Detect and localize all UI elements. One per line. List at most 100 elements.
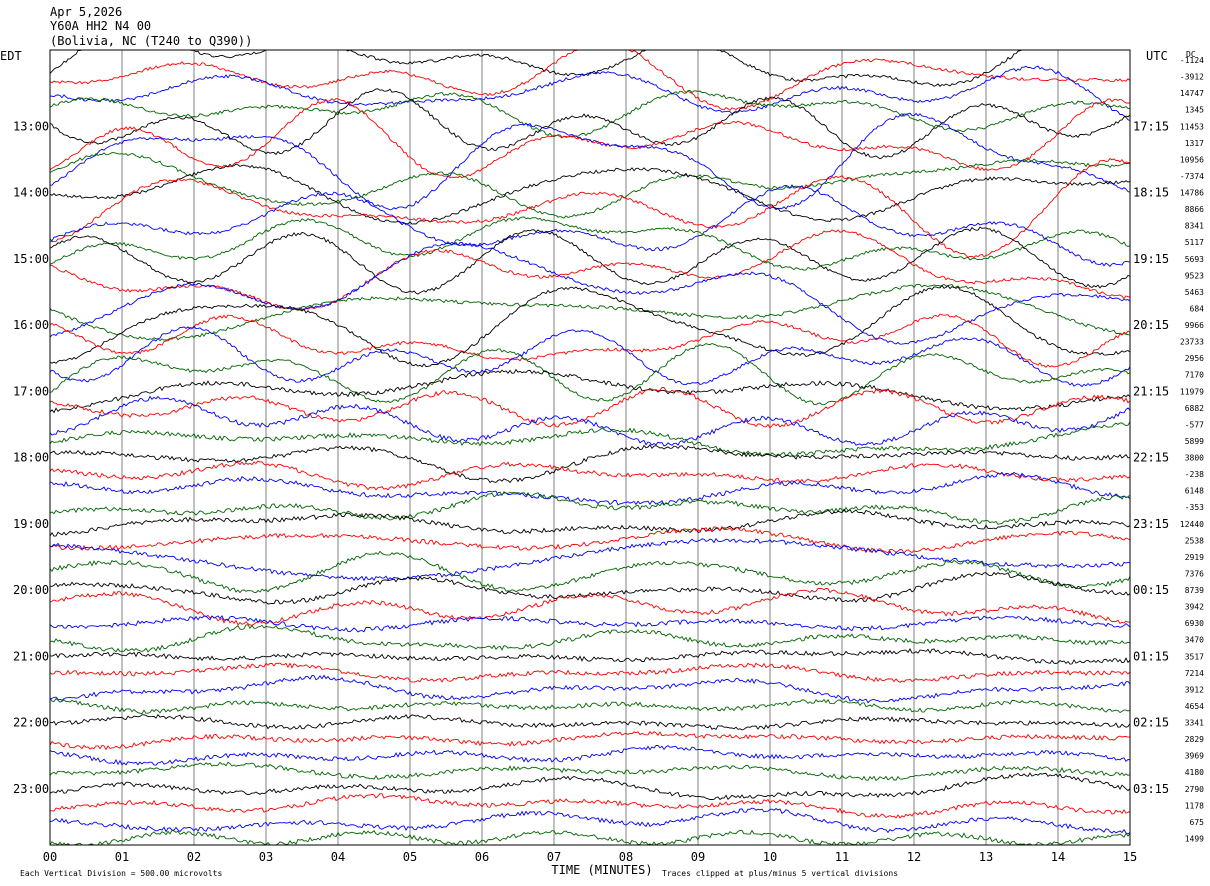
dc-offset-value: 8866 — [1185, 205, 1204, 214]
trace-line — [49, 152, 1131, 219]
trace-line — [49, 283, 1131, 342]
left-hour-labels: 13:00 14:00 15:00 16:00 17:00 18:00 19:00 20:00… — [13, 119, 49, 796]
trace-line — [49, 648, 1131, 665]
trace-line — [49, 744, 1131, 766]
edt-hour-label: 14:00 — [13, 186, 49, 200]
edt-hour-label: 22:00 — [13, 716, 49, 730]
trace-line — [49, 313, 1131, 369]
dc-offset-value: 5463 — [1185, 288, 1204, 297]
dc-offset-value: 9966 — [1185, 321, 1204, 330]
utc-hour-label: 20:15 — [1133, 318, 1169, 332]
trace-line — [49, 216, 1131, 271]
utc-hour-label: 21:15 — [1133, 384, 1169, 398]
dc-offset-value: 9523 — [1185, 271, 1204, 280]
trace-line — [49, 49, 1131, 111]
dc-offset-value: 3969 — [1185, 752, 1204, 761]
header-location: (Bolivia, NC (T240 to Q390)) — [50, 34, 252, 48]
dc-offset-value: 8341 — [1185, 222, 1204, 231]
utc-hour-label: 23:15 — [1133, 517, 1169, 531]
edt-hour-label: 19:00 — [13, 517, 49, 531]
x-tick-label: 13 — [979, 850, 993, 864]
footer-scale-note: Each Vertical Division = 500.00 microvol… — [20, 869, 222, 878]
trace-line — [49, 793, 1131, 819]
trace-line — [49, 587, 1131, 626]
trace-line — [50, 807, 1131, 835]
dc-offset-value: 2956 — [1185, 354, 1204, 363]
dc-offset-value: 3341 — [1185, 719, 1204, 728]
trace-line — [49, 88, 1131, 160]
trace-line — [49, 49, 1130, 87]
x-tick-label: 15 — [1123, 850, 1137, 864]
utc-hour-label: 01:15 — [1133, 649, 1169, 663]
dc-offset-value: -7374 — [1180, 172, 1204, 181]
x-tick-label: 00 — [43, 850, 57, 864]
dc-offset-value: 1178 — [1185, 801, 1204, 810]
trace-line — [49, 97, 1130, 179]
dc-offset-value: 5693 — [1185, 255, 1204, 264]
left-axis-label: EDT — [0, 49, 22, 63]
x-tick-label: 04 — [331, 850, 345, 864]
x-axis-title: TIME (MINUTES) — [551, 863, 652, 877]
x-tick-label: 03 — [259, 850, 273, 864]
dc-offset-value: 4654 — [1185, 702, 1204, 711]
dc-offset-value: 6148 — [1185, 487, 1204, 496]
x-tick-label: 10 — [763, 850, 777, 864]
dc-offset-value: 7170 — [1185, 371, 1204, 380]
dc-offset-value: 1499 — [1185, 834, 1204, 843]
dc-offset-value: 3912 — [1185, 685, 1204, 694]
dc-offset-value: 3470 — [1185, 636, 1204, 645]
trace-line — [49, 368, 1131, 414]
trace-line — [49, 525, 1131, 554]
x-tick-label: 11 — [835, 850, 849, 864]
trace-line — [49, 421, 1131, 458]
utc-hour-label: 19:15 — [1133, 252, 1169, 266]
dc-offset-value: 3517 — [1185, 652, 1204, 661]
x-tick-label: 12 — [907, 850, 921, 864]
trace-line — [49, 772, 1131, 801]
header-date: Apr 5,2026 — [50, 5, 122, 19]
trace-line — [49, 395, 1131, 447]
dc-offset-value: 11979 — [1180, 387, 1204, 396]
trace-line — [49, 508, 1131, 537]
trace-line — [49, 158, 1131, 258]
dc-offset-value: 6930 — [1185, 619, 1204, 628]
trace-line — [49, 624, 1131, 653]
edt-hour-label: 17:00 — [13, 384, 49, 398]
dc-offset-value: 6882 — [1185, 404, 1204, 413]
dc-offset-value: 2538 — [1185, 536, 1204, 545]
dc-offset-value: 11453 — [1180, 122, 1204, 131]
dc-label: DC — [1186, 50, 1196, 59]
trace-line — [49, 761, 1131, 782]
dc-offset-value: 1345 — [1185, 106, 1204, 115]
trace-line — [49, 241, 1131, 345]
edt-hour-label: 15:00 — [13, 252, 49, 266]
utc-hour-label: 17:15 — [1133, 119, 1169, 133]
dc-offset-value: 14747 — [1180, 89, 1204, 98]
trace-line — [49, 444, 1131, 484]
trace-line — [49, 713, 1131, 731]
x-tick-label: 02 — [187, 850, 201, 864]
dc-offset-value: 5117 — [1185, 238, 1204, 247]
trace-line — [49, 387, 1131, 429]
footer-clip-note: Traces clipped at plus/minus 5 vertical … — [662, 869, 898, 878]
dc-offset-value: 5899 — [1185, 437, 1204, 446]
utc-hour-label: 03:15 — [1133, 782, 1169, 796]
header-station: Y60A HH2 N4 00 — [50, 19, 151, 33]
utc-hour-label: 00:15 — [1133, 583, 1169, 597]
plot-frame — [49, 49, 1131, 846]
edt-hour-label: 18:00 — [13, 451, 49, 465]
trace-line — [49, 829, 1131, 846]
dc-offset-value: 8739 — [1185, 586, 1204, 595]
trace-line — [49, 229, 1130, 311]
x-tick-label: 01 — [115, 850, 129, 864]
dc-offset-value: 684 — [1190, 304, 1205, 313]
trace-line — [49, 112, 1131, 211]
trace-line — [49, 697, 1131, 715]
dc-offset-value: 7376 — [1185, 569, 1204, 578]
dc-offset-value: -3912 — [1180, 73, 1204, 82]
trace-line — [49, 615, 1131, 633]
utc-hour-label: 02:15 — [1133, 716, 1169, 730]
right-axis-label: UTC — [1146, 49, 1168, 63]
x-tick-label: 14 — [1051, 850, 1065, 864]
